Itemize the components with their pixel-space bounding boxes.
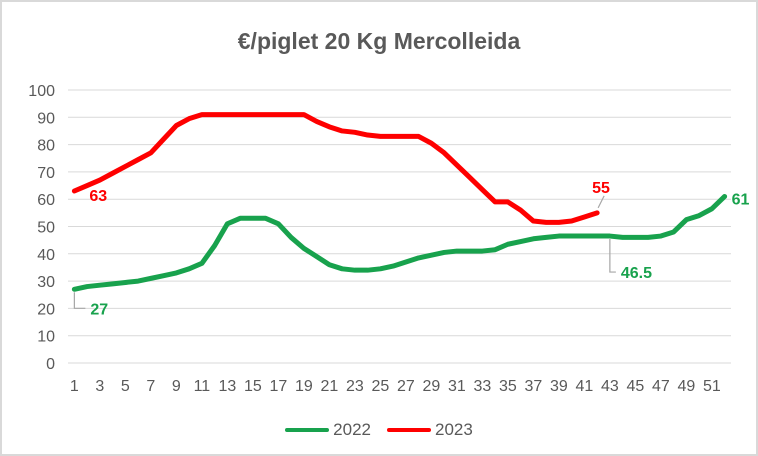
x-tick-label: 51 [703,378,721,395]
x-tick-label: 17 [269,378,287,395]
x-tick-label: 25 [371,378,389,395]
data-label-55: 55 [592,180,610,197]
x-tick-label: 19 [295,378,313,395]
x-tick-label: 9 [172,378,181,395]
leader-line [73,292,86,309]
y-tick-label: 10 [37,329,55,346]
x-tick-label: 43 [601,378,619,395]
x-tick-label: 11 [194,378,211,395]
data-label-61: 61 [732,191,750,208]
y-tick-label: 60 [37,192,55,209]
x-tick-label: 39 [550,378,568,395]
leader-line [609,239,616,273]
series-line-2023 [71,112,600,225]
data-label-27: 27 [90,301,108,318]
legend-label-2022: 2022 [333,420,371,439]
legend-item-2023: 2023 [387,420,473,440]
data-label-46.5: 46.5 [621,265,652,282]
x-tick-label: 41 [575,378,593,395]
y-tick-label: 80 [37,138,55,155]
leader-line [597,195,605,209]
legend-item-2022: 2022 [285,420,371,440]
legend: 2022 2023 [2,420,756,440]
x-tick-label: 35 [499,378,517,395]
x-tick-label: 37 [524,378,542,395]
chart-title: €/piglet 20 Kg Mercolleida [237,28,521,54]
x-tick-label: 47 [652,378,670,395]
y-tick-label: 0 [46,356,55,373]
x-tick-label: 31 [448,378,466,395]
x-tick-label: 3 [95,378,104,395]
x-tick-label: 1 [70,378,79,395]
x-tick-label: 15 [244,378,262,395]
x-tick-label: 13 [218,378,236,395]
x-tick-label: 27 [397,378,415,395]
y-tick-label: 40 [37,247,55,264]
y-tick-label: 30 [37,274,55,291]
legend-line-swatch-2023 [387,428,431,432]
y-tick-label: 20 [37,301,55,318]
x-tick-label: 23 [346,378,364,395]
x-tick-label: 33 [473,378,491,395]
x-tick-label: 7 [146,378,155,395]
y-tick-label: 50 [37,220,55,237]
x-tick-label: 29 [422,378,440,395]
y-tick-label: 70 [37,165,55,182]
y-tick-label: 100 [28,83,55,100]
data-label-63: 63 [89,188,107,205]
x-tick-label: 5 [121,378,130,395]
legend-label-2023: 2023 [435,420,473,439]
x-tick-label: 49 [677,378,695,395]
x-tick-label: 45 [626,378,644,395]
legend-line-swatch-2022 [285,428,330,432]
series-line-2022 [71,193,728,292]
y-tick-label: 90 [37,110,55,127]
x-tick-label: 21 [320,378,338,395]
